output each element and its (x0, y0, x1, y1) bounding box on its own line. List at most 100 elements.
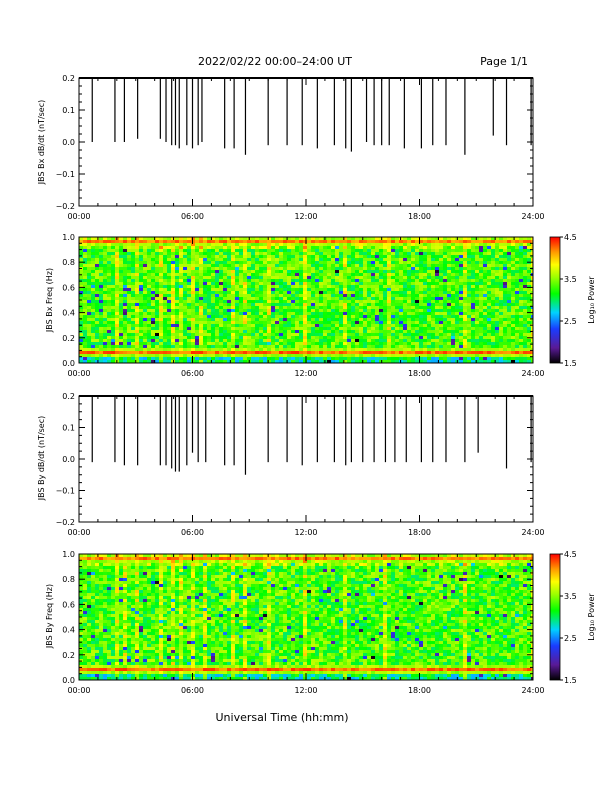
bx-spectrogram-cell (195, 327, 199, 330)
bx-spectrogram-cell (203, 288, 207, 291)
bx-spectrogram-cell (183, 342, 187, 345)
bx-spectrogram-cell (103, 276, 107, 279)
bx-spectrogram-cell (123, 354, 127, 357)
bx-spectrogram-cell (299, 258, 303, 261)
bx-spectrogram-cell (515, 330, 519, 333)
bx-spectrogram-cell (279, 321, 283, 324)
bx-spectrogram-cell (107, 294, 111, 297)
bx-spectrogram-cell (267, 324, 271, 327)
bx-spectrogram-cell (419, 285, 423, 288)
bx-spectrogram-cell (479, 276, 483, 279)
bx-spectrogram-cell (419, 357, 423, 360)
bx-spectrogram-cell (431, 240, 435, 243)
bx-spectrogram-cell (259, 273, 263, 276)
bx-spectrogram-cell (463, 276, 467, 279)
bx-spectrogram-cell (311, 246, 315, 249)
bx-spectrogram-cell (283, 297, 287, 300)
bx-spectrogram-cell (475, 306, 479, 309)
bx-spectrogram-cell (267, 249, 271, 252)
bx-spectrogram-cell (231, 324, 235, 327)
bx-spectrogram-cell (455, 303, 459, 306)
bx-spectrogram-cell (371, 321, 375, 324)
bx-spectrogram-cell (151, 312, 155, 315)
bx-spectrogram-cell (267, 297, 271, 300)
bx-spectrogram-cell (431, 237, 435, 240)
bx-spectrogram-cell (219, 345, 223, 348)
bx-spectrogram-cell (367, 342, 371, 345)
bx-spectrogram-cell (423, 237, 427, 240)
bx-spectrogram-cell (355, 285, 359, 288)
bx-spectrogram-cell (331, 342, 335, 345)
bx-spectrogram-cell (375, 318, 379, 321)
bx-spectrogram-cell (451, 276, 455, 279)
bx-spectrogram-cell (123, 255, 127, 258)
bx-spectrogram-cell (343, 333, 347, 336)
bx-spectrogram-cell (147, 282, 151, 285)
bx-spectrogram-cell (159, 255, 163, 258)
bx-spectrogram-cell (463, 258, 467, 261)
bx-spectrogram-cell (187, 276, 191, 279)
bx-spectrogram-cell (207, 324, 211, 327)
bx-spectrogram-cell (463, 330, 467, 333)
bx-spectrogram-cell (87, 348, 91, 351)
bx-spectrogram-cell (359, 360, 363, 363)
bx-spectrogram-cell (423, 360, 427, 363)
bx-spectrogram-cell (455, 336, 459, 339)
bx-spectrogram-cell (515, 345, 519, 348)
bx-spectrogram-cell (171, 282, 175, 285)
bx-spectrogram-cell (427, 255, 431, 258)
bx-spectrogram-cell (199, 276, 203, 279)
bx-spectrogram-cell (515, 312, 519, 315)
bx-spectrogram-cell (307, 327, 311, 330)
bx-spectrogram-cell (103, 354, 107, 357)
bx-spectrogram-cell (235, 264, 239, 267)
bx-spectrogram-cell (187, 354, 191, 357)
bx-spectrogram-cell (347, 273, 351, 276)
bx-spectrogram-cell (251, 345, 255, 348)
bx-spectrogram-cell (191, 327, 195, 330)
bx-spectrogram-cell (315, 270, 319, 273)
bx-spectrogram-cell (287, 312, 291, 315)
bx-spectrogram-cell (383, 315, 387, 318)
bx-spectrogram-cell (179, 240, 183, 243)
bx-spectrogram-cell (427, 360, 431, 363)
bx-spectrogram-cell (283, 360, 287, 363)
bx-spectrogram-cell (359, 330, 363, 333)
bx-spectrogram-cell (79, 318, 83, 321)
bx-spectrogram-cell (283, 282, 287, 285)
bx-spectrogram-cell (311, 279, 315, 282)
bx-spectrogram-cell (243, 312, 247, 315)
bx-spectrogram-cell (195, 294, 199, 297)
bx-spectrogram-cell (243, 240, 247, 243)
bx-spectrogram-cell (87, 246, 91, 249)
bx-spectrogram-cell (123, 300, 127, 303)
bx-spectrogram-cell (307, 303, 311, 306)
bx-spectrogram-cell (91, 330, 95, 333)
bx-spectrogram-cell (391, 273, 395, 276)
bx-spectrogram-cell (207, 252, 211, 255)
bx-spectrogram-cell (359, 306, 363, 309)
bx-spectrogram-cell (247, 282, 251, 285)
bx-spectrogram-cell (475, 348, 479, 351)
bx-spectrogram-cell (511, 237, 515, 240)
bx-spectrogram-cell (455, 339, 459, 342)
bx-spectrogram-cell (499, 345, 503, 348)
bx-spectrogram-cell (375, 348, 379, 351)
bx-spectrogram-cell (287, 276, 291, 279)
bx-spectrogram-cell (487, 330, 491, 333)
bx-spectrogram-cell (343, 273, 347, 276)
bx-spectrogram-cell (291, 336, 295, 339)
bx-spectrogram-cell (475, 249, 479, 252)
bx-spectrogram-cell (519, 345, 523, 348)
bx-spectrogram-cell (111, 276, 115, 279)
bx-spectrogram-cell (267, 294, 271, 297)
bx-spectrogram-cell (95, 246, 99, 249)
bx-spectrogram-cell (267, 273, 271, 276)
bx-spectrogram-cell (403, 252, 407, 255)
bx-spectrogram-cell (399, 252, 403, 255)
bx-spectrogram-cell (287, 246, 291, 249)
bx-spectrogram-cell (291, 297, 295, 300)
bx-spectrogram-cell (271, 249, 275, 252)
bx-spectrogram-cell (499, 336, 503, 339)
bx-spectrogram-cell (399, 297, 403, 300)
